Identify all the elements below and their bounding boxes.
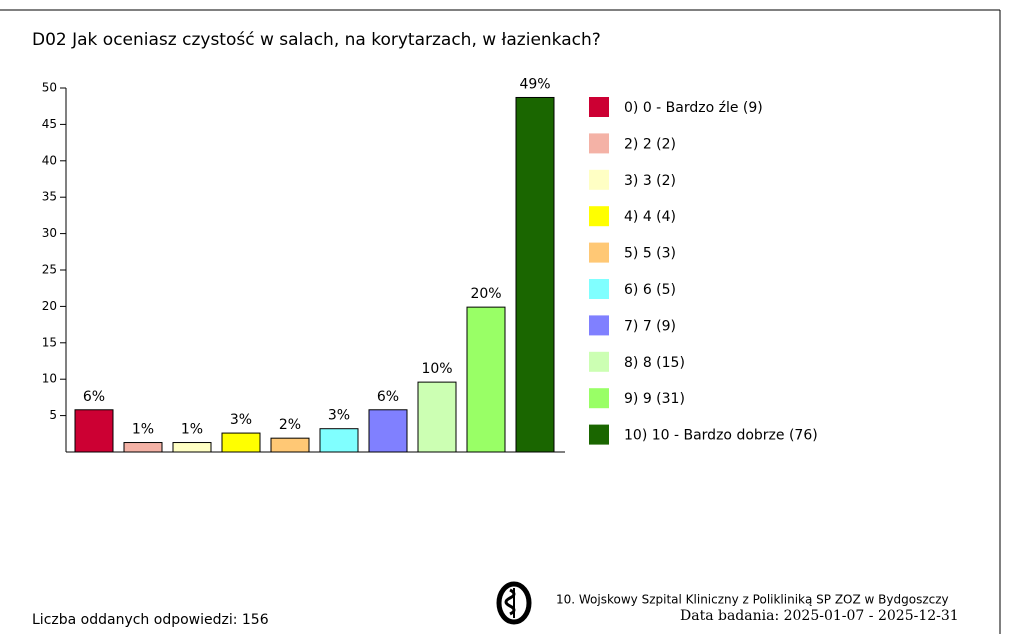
legend-label: 4) 4 (4) (624, 209, 676, 225)
legend-label: 3) 3 (2) (624, 173, 676, 189)
data-label: 1% (181, 422, 203, 438)
data-label: 10% (421, 361, 452, 377)
y-tick-label: 30 (42, 226, 57, 240)
bar (417, 381, 457, 453)
data-label: 49% (519, 76, 550, 92)
data-label: 20% (470, 286, 501, 302)
legend-label: 9) 9 (31) (624, 391, 685, 407)
data-label: 1% (132, 422, 154, 438)
legend-label: 6) 6 (5) (624, 282, 676, 298)
data-label: 3% (230, 412, 252, 428)
legend-swatch (589, 279, 609, 299)
y-tick-label: 25 (42, 263, 57, 277)
y-tick-label: 15 (42, 335, 57, 349)
bar (515, 96, 555, 453)
data-label: 6% (377, 389, 399, 405)
legend-swatch (589, 97, 609, 117)
bar (466, 306, 506, 453)
bar (319, 428, 359, 453)
legend-label: 10) 10 - Bardzo dobrze (76) (624, 428, 818, 444)
logo (496, 581, 532, 625)
legend-label: 5) 5 (3) (624, 246, 676, 262)
bar (123, 442, 163, 453)
bar (221, 432, 261, 453)
legend-swatch (589, 206, 609, 227)
bar (368, 409, 408, 453)
y-tick-label: 40 (42, 153, 57, 167)
legend-swatch (589, 424, 609, 445)
y-tick-label: 35 (42, 190, 57, 204)
footer-org: 10. Wojskowy Szpital Kliniczny z Polikli… (556, 593, 949, 607)
data-label: 3% (328, 408, 350, 424)
legend-label: 2) 2 (2) (624, 136, 676, 152)
legend-swatch (589, 351, 609, 372)
legend-label: 8) 8 (15) (624, 355, 685, 371)
legend-swatch (589, 133, 609, 154)
data-label: 6% (83, 389, 105, 405)
y-tick-label: 50 (42, 81, 57, 95)
data-label: 2% (279, 417, 301, 433)
y-tick-label: 45 (42, 117, 57, 131)
footer-date: Data badania: 2025-01-07 - 2025-12-31 (680, 608, 959, 624)
bar (74, 409, 114, 453)
chart-title: D02 Jak oceniasz czystość w salach, na k… (32, 30, 601, 50)
legend-label: 7) 7 (9) (624, 318, 676, 334)
y-tick-label: 10 (42, 372, 57, 386)
legend-swatch (589, 242, 609, 263)
bar (270, 437, 310, 453)
footer-count: Liczba oddanych odpowiedzi: 156 (32, 612, 269, 628)
legend-swatch (589, 169, 609, 190)
legend-swatch (589, 315, 609, 336)
legend-swatch (589, 388, 609, 409)
legend-label: 0) 0 - Bardzo źle (9) (624, 100, 763, 116)
bar (172, 442, 212, 453)
y-tick-label: 5 (49, 408, 57, 422)
y-tick-label: 20 (42, 299, 57, 313)
